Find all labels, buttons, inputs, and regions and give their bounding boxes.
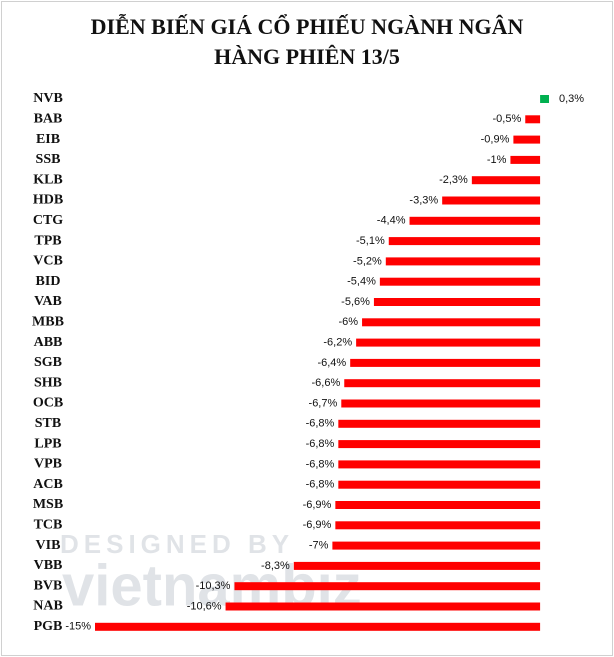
category-label: NAB	[33, 599, 63, 614]
value-label: -6,8%	[306, 458, 335, 470]
category-label: ACB	[33, 477, 63, 492]
category-label: PGB	[34, 619, 63, 634]
category-label: BID	[36, 274, 61, 289]
value-label: -6,9%	[303, 519, 332, 531]
category-label: NVB	[33, 91, 63, 106]
bar	[338, 460, 541, 469]
bar	[338, 440, 541, 449]
category-label: BVB	[34, 578, 63, 593]
bar	[356, 338, 541, 347]
bar	[471, 176, 541, 185]
category-label: BAB	[34, 112, 63, 127]
category-label: MSB	[33, 497, 63, 512]
bar	[341, 399, 541, 408]
value-label: -15%	[65, 621, 91, 633]
value-label: 0,3%	[559, 93, 584, 105]
category-label: SHB	[34, 375, 62, 390]
category-label: EIB	[36, 132, 60, 147]
bar	[234, 582, 541, 591]
bar	[332, 541, 541, 550]
value-label: -0,5%	[493, 113, 522, 125]
chart-title: DIỄN BIẾN GIÁ CỔ PHIẾU NGÀNH NGÂN HÀNG P…	[90, 14, 524, 69]
value-label: -10,6%	[187, 600, 222, 612]
bar	[95, 622, 541, 631]
bar	[338, 480, 541, 489]
value-label: -1%	[487, 154, 507, 166]
value-label: -6,7%	[309, 397, 338, 409]
value-label: -6,2%	[323, 337, 352, 349]
category-label: HDB	[33, 193, 63, 208]
value-label: -8,3%	[261, 560, 290, 572]
category-label: OCB	[33, 396, 63, 411]
value-label: -6%	[338, 316, 358, 328]
bar	[388, 237, 541, 246]
category-label: CTG	[33, 213, 63, 228]
value-label: -7%	[309, 540, 329, 552]
bar	[513, 135, 541, 144]
category-label: VBB	[34, 558, 63, 573]
watermark-text: DESIGNED BY	[60, 529, 294, 559]
value-label: -6,8%	[306, 479, 335, 491]
bar	[335, 521, 541, 530]
category-label: LPB	[34, 436, 61, 451]
bar	[225, 602, 541, 611]
bar	[510, 155, 541, 164]
value-label: -6,8%	[306, 438, 335, 450]
value-label: -6,9%	[303, 499, 332, 511]
category-label: ABB	[34, 335, 63, 350]
category-label: STB	[35, 416, 61, 431]
value-label: -6,8%	[306, 418, 335, 430]
bar	[344, 379, 541, 388]
value-label: -6,6%	[312, 377, 341, 389]
category-label: VCB	[33, 254, 63, 269]
value-label: -5,1%	[356, 235, 385, 247]
bar	[525, 115, 541, 124]
value-label: -10,3%	[196, 580, 231, 592]
value-label: -5,6%	[341, 296, 370, 308]
value-label: -3,3%	[409, 194, 438, 206]
value-label: -0,9%	[481, 134, 510, 146]
bar	[335, 501, 541, 509]
bar	[385, 257, 541, 266]
bar	[338, 419, 541, 428]
value-label: -2,3%	[439, 174, 468, 186]
bar	[379, 277, 541, 286]
bar	[540, 95, 549, 103]
bar	[409, 216, 541, 225]
category-label: TCB	[34, 518, 63, 533]
bar	[373, 298, 541, 306]
value-label: -4,4%	[377, 215, 406, 227]
category-label: VPB	[34, 457, 62, 472]
category-label: SSB	[36, 152, 61, 167]
bar	[442, 196, 541, 205]
category-label: VAB	[34, 294, 62, 309]
value-label: -6,4%	[317, 357, 346, 369]
bar	[350, 358, 541, 367]
category-label: TPB	[34, 233, 61, 248]
value-label: -5,4%	[347, 276, 376, 288]
category-label: SGB	[34, 355, 62, 370]
category-label: VIB	[36, 538, 61, 553]
bar	[293, 561, 541, 570]
category-label: KLB	[33, 172, 63, 187]
value-label: -5,2%	[353, 255, 382, 267]
bar	[362, 318, 541, 327]
category-label: MBB	[32, 315, 64, 330]
